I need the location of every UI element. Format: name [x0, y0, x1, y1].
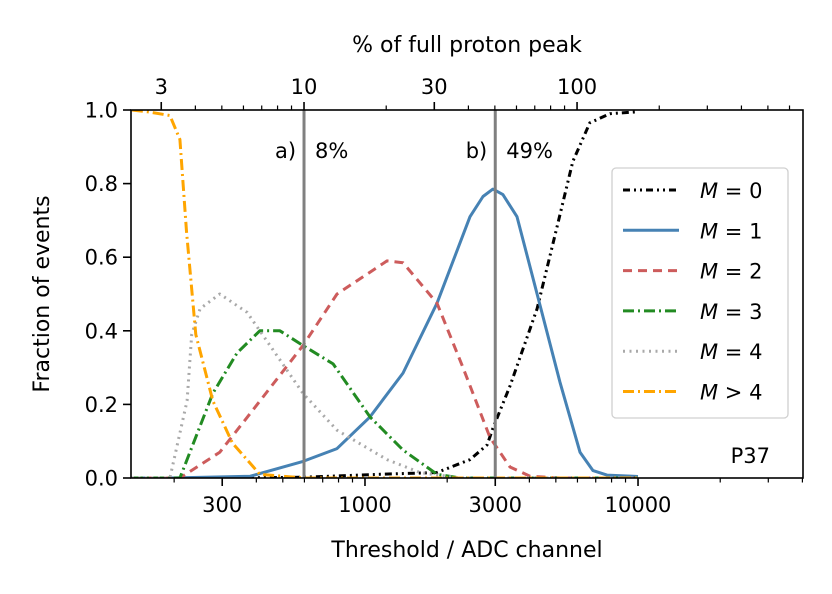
series-line-5: [131, 110, 638, 478]
vertical-line-letter-0: a): [275, 139, 296, 163]
legend-label-3: M = 3: [700, 300, 762, 324]
series-line-3: [131, 329, 638, 478]
y-tick-label-4: 0.8: [85, 172, 118, 196]
top-tick-label-3: 100: [557, 75, 597, 99]
legend-label-2: M = 2: [700, 260, 762, 284]
top-tick-label-0: 3: [155, 75, 168, 99]
x-tick-label-2: 3000: [469, 493, 522, 517]
legend-rel: = 3: [718, 300, 762, 324]
top-tick-label-2: 30: [421, 75, 448, 99]
legend-label-0: M = 0: [700, 179, 762, 203]
vertical-markers: a) 8% b) 49%: [275, 110, 553, 478]
legend-rel: > 4: [718, 381, 762, 405]
legend-var: M: [700, 381, 718, 405]
top-tick-label-1: 10: [291, 75, 318, 99]
legend: M = 0M = 1M = 2M = 3M = 4M > 4: [611, 167, 789, 419]
vertical-line-label-0: 8%: [315, 139, 348, 163]
series-line-2: [131, 259, 638, 478]
y-tick-label-0: 0.0: [85, 467, 118, 491]
x-tick-label-1: 1000: [338, 493, 391, 517]
legend-var: M: [700, 340, 718, 364]
legend-label-1: M = 1: [700, 219, 762, 243]
legend-var: M: [700, 179, 718, 203]
legend-rel: = 1: [718, 219, 762, 243]
vertical-line-label-1: 49%: [506, 139, 553, 163]
x-axis-label: Threshold / ADC channel: [330, 538, 602, 563]
legend-rel: = 2: [718, 260, 762, 284]
series-layer: [131, 110, 639, 478]
series-line-1: [131, 187, 639, 478]
legend-var: M: [700, 260, 718, 284]
y-tick-label-1: 0.2: [85, 393, 118, 417]
plot-frame: [130, 109, 804, 479]
x-tick-label-0: 300: [202, 493, 242, 517]
panel-annotation: P37: [731, 444, 770, 468]
legend-var: M: [700, 300, 718, 324]
legend-label-5: M > 4: [700, 381, 762, 405]
top-axis-label: % of full proton peak: [352, 33, 582, 58]
legend-rel: = 4: [718, 340, 762, 364]
y-tick-label-3: 0.6: [85, 246, 118, 270]
legend-rel: = 0: [718, 179, 762, 203]
series-line-0: [131, 110, 637, 478]
legend-label-4: M = 4: [700, 340, 762, 364]
x-tick-label-3: 10000: [605, 493, 672, 517]
axes: 300 1000 3000 10000 3 10 30 100 0.0 0.2 0.4 0.6 0.8 1…: [85, 75, 804, 517]
vertical-line-letter-1: b): [466, 139, 488, 163]
legend-var: M: [700, 219, 718, 243]
y-axis-label: Fraction of events: [30, 195, 55, 392]
y-tick-label-5: 1.0: [85, 99, 118, 123]
y-tick-label-2: 0.4: [85, 319, 118, 343]
